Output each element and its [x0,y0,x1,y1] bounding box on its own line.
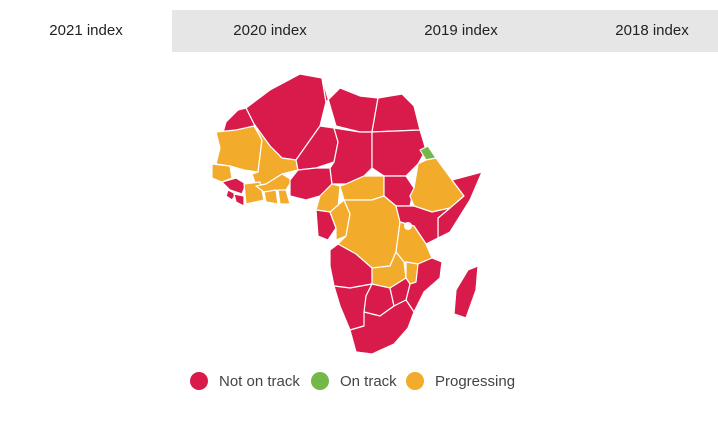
tab-2020-index[interactable]: 2020 index [233,22,307,39]
legend-item-not-on-track: Not on track [190,368,300,394]
country-uganda-kenya[interactable] [395,205,451,245]
country-mauritania[interactable] [215,125,263,173]
country-liberia[interactable] [233,193,245,207]
on-track-swatch [311,372,329,390]
legend-label: On track [340,372,397,390]
not-on-track-swatch [190,372,208,390]
country-zimbabwe[interactable] [389,277,411,307]
index-tab-bar: 2021 index 2020 index 2019 index 2018 in… [0,10,718,54]
country-south-africa[interactable] [349,299,415,355]
legend-label: Progressing [435,372,516,390]
legend-item-progressing: Progressing [406,368,515,394]
tab-2021-index[interactable]: 2021 index [0,10,172,54]
legend-label: Not on track [219,372,300,390]
lake-victoria [404,222,412,230]
country-gabon-congo[interactable] [315,209,337,241]
country-egypt[interactable] [371,93,421,133]
country-sudan[interactable] [371,129,427,177]
country-libya[interactable] [321,77,379,133]
country-sierra-leone[interactable] [225,189,237,201]
country-guinea[interactable] [221,177,247,195]
map-legend: Not on track On track Progressing [0,368,718,394]
country-senegal[interactable] [211,163,233,183]
legend-item-on-track: On track [311,368,397,394]
tab-2018-index[interactable]: 2018 index [615,22,689,39]
country-ghana[interactable] [263,189,279,205]
progressing-swatch [406,372,424,390]
country-togo-benin[interactable] [277,189,291,205]
tab-2019-index[interactable]: 2019 index [424,22,498,39]
africa-map [211,73,483,355]
country-malawi[interactable] [405,261,419,285]
country-madagascar[interactable] [453,265,479,319]
